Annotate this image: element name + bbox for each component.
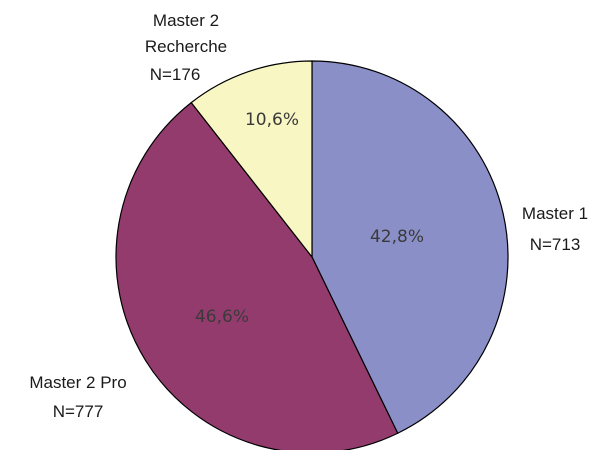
slice-category-label-1-0: Master 2 Pro (29, 373, 126, 392)
pie-slice-1 (115, 101, 399, 450)
slice-percent-label-0: 42,8% (370, 227, 424, 247)
slice-category-label-2-0: Master 2 (153, 11, 219, 30)
pie-slice-0 (311, 60, 509, 435)
pie-slices (115, 60, 509, 450)
slice-category-label-2-1: Recherche (145, 37, 227, 56)
slice-count-label-2: N=176 (150, 65, 201, 84)
pie-slice-2 (190, 60, 313, 259)
slice-percent-label-2: 10,6% (245, 110, 299, 130)
slice-percent-label-1: 46,6% (195, 307, 249, 327)
slice-category-label-0-0: Master 1 (522, 204, 588, 223)
slice-count-label-1: N=777 (53, 402, 104, 421)
slice-count-label-0: N=713 (530, 235, 581, 254)
